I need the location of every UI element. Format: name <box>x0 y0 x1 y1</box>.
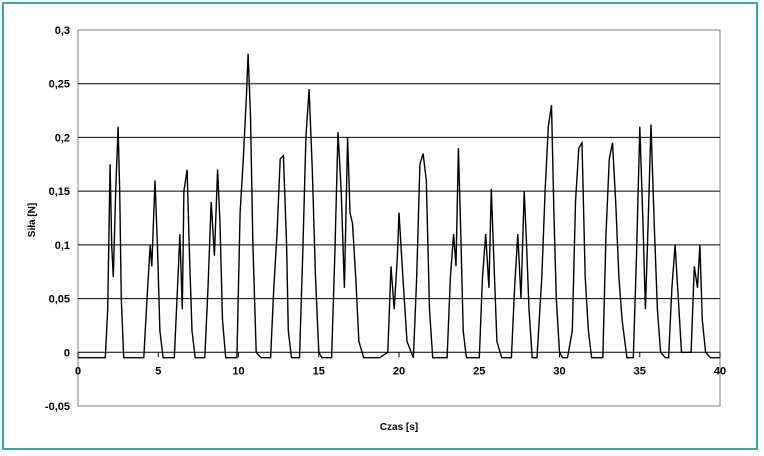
x-tick-label: 15 <box>313 365 325 377</box>
y-axis-label: Siła [N] <box>27 203 38 237</box>
y-tick-label: 0,1 <box>55 240 70 252</box>
y-tick-labels: -0,05 0 0,05 0,1 0,15 0,2 0,25 0,3 <box>45 25 70 413</box>
force-series-line <box>78 53 720 359</box>
y-tick-label: -0,05 <box>45 401 70 413</box>
gridlines <box>78 83 720 353</box>
x-tick-label: 10 <box>232 365 244 377</box>
y-tick-label: 0,15 <box>49 186 70 198</box>
x-axis-label: Czas [s] <box>380 422 418 433</box>
x-tick-label: 5 <box>155 365 161 377</box>
x-tick-label: 20 <box>393 365 405 377</box>
x-tick-label: 30 <box>553 365 565 377</box>
y-tick-label: 0,05 <box>49 294 70 306</box>
y-tick-label: 0 <box>64 347 70 359</box>
x-tick-label: 35 <box>634 365 646 377</box>
x-tick-labels: 0 5 10 15 20 25 30 35 40 <box>75 365 726 377</box>
y-tick-label: 0,2 <box>55 132 70 144</box>
x-tick-label: 0 <box>75 365 81 377</box>
x-tick-label: 40 <box>714 365 726 377</box>
y-tick-label: 0,25 <box>49 79 70 91</box>
y-tick-label: 0,3 <box>55 25 70 37</box>
x-tick-label: 25 <box>473 365 485 377</box>
